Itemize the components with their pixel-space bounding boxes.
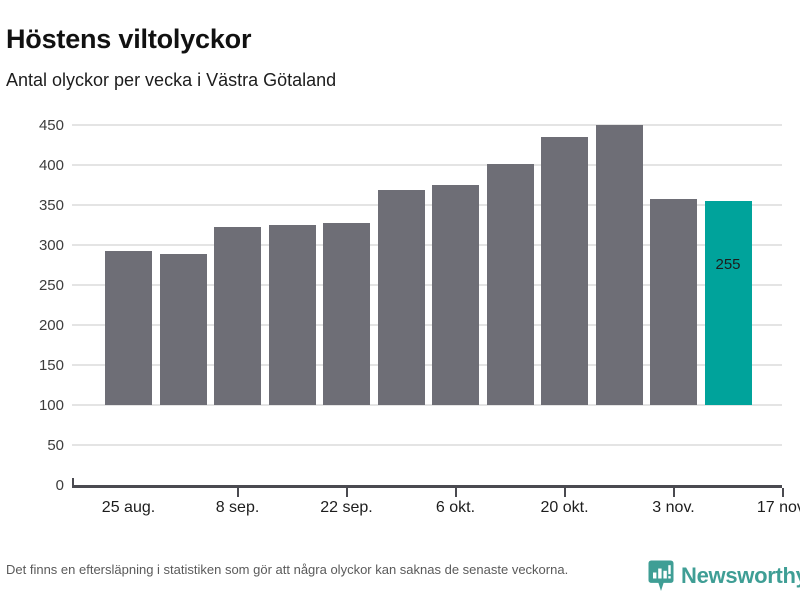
y-axis-tick-label: 100 bbox=[38, 397, 64, 414]
y-axis-tick-label: 350 bbox=[38, 197, 64, 214]
bar[interactable] bbox=[486, 164, 534, 405]
x-axis-tick bbox=[563, 488, 566, 497]
x-axis-tick-label: 8 sep. bbox=[215, 499, 260, 516]
y-axis-tick-label: 200 bbox=[38, 317, 64, 334]
x-axis-tick bbox=[236, 488, 239, 497]
x-axis-tick bbox=[781, 488, 784, 497]
bar[interactable] bbox=[214, 226, 261, 405]
footnote-text: Det finns en eftersläpning i statistiken… bbox=[6, 562, 569, 577]
x-axis-tick bbox=[672, 488, 675, 497]
bar-chart-plot-area: 0 50 100 150 200 250 300 350 400 450 255 25 aug. 8 s… bbox=[38, 117, 800, 516]
newsworthy-pin-bar-chart-icon bbox=[648, 560, 674, 592]
chart-footer: Det finns en eftersläpning i statistiken… bbox=[0, 558, 800, 600]
bar[interactable] bbox=[432, 185, 479, 405]
y-gridline bbox=[72, 364, 782, 366]
newsworthy-logo: Newsworthy bbox=[648, 560, 800, 592]
bar[interactable] bbox=[159, 253, 207, 405]
y-gridline bbox=[72, 244, 782, 246]
y-axis-tick-label: 150 bbox=[38, 357, 64, 374]
x-axis-tick-label: 20 okt. bbox=[540, 499, 589, 516]
x-axis-tick-label: 3 nov. bbox=[652, 499, 695, 516]
bar[interactable] bbox=[650, 199, 697, 405]
bar[interactable] bbox=[595, 125, 643, 405]
x-axis-tick-label: 17 nov. bbox=[756, 499, 800, 516]
bar[interactable] bbox=[377, 189, 425, 405]
y-gridline bbox=[72, 164, 782, 166]
y-axis-origin-cap bbox=[72, 478, 74, 486]
y-gridline bbox=[72, 204, 782, 206]
bar[interactable] bbox=[105, 250, 152, 405]
bar[interactable] bbox=[541, 137, 588, 405]
y-axis-tick-label: 250 bbox=[38, 277, 64, 294]
page-title: Höstens viltolyckor bbox=[6, 24, 252, 55]
chart-subtitle: Antal olyckor per vecka i Västra Götalan… bbox=[6, 70, 337, 90]
y-axis-tick-label: 50 bbox=[47, 437, 64, 454]
x-axis-line bbox=[72, 485, 782, 488]
bar[interactable] bbox=[268, 225, 316, 405]
y-axis-tick-label: 450 bbox=[38, 117, 64, 134]
x-axis-tick bbox=[454, 488, 457, 497]
y-gridline bbox=[72, 124, 782, 126]
y-gridline bbox=[72, 284, 782, 286]
x-axis-tick bbox=[345, 488, 348, 497]
y-gridline bbox=[72, 324, 782, 326]
x-axis-tick-label: 25 aug. bbox=[101, 499, 156, 516]
y-axis-tick-label: 300 bbox=[38, 237, 64, 254]
x-axis-tick-label: 22 sep. bbox=[320, 499, 373, 516]
bar-highlighted[interactable] bbox=[704, 201, 752, 405]
newsworthy-wordmark: Newsworthy bbox=[681, 563, 800, 588]
y-axis-tick-label: 400 bbox=[38, 157, 64, 174]
bar[interactable] bbox=[323, 223, 370, 405]
y-gridline bbox=[72, 404, 782, 406]
bar-value-label: 255 bbox=[715, 256, 741, 273]
x-axis-tick-label: 6 okt. bbox=[435, 499, 476, 516]
y-axis-tick-label: 0 bbox=[55, 477, 64, 494]
y-gridline bbox=[72, 444, 782, 446]
